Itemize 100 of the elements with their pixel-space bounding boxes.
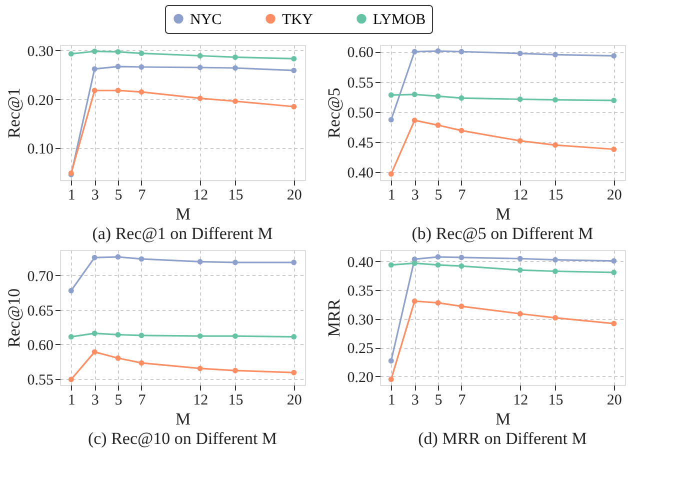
point — [611, 320, 617, 326]
point — [552, 142, 558, 148]
y-axis-title: MRR — [324, 298, 344, 337]
point — [388, 358, 394, 364]
point — [232, 260, 238, 266]
point — [92, 88, 98, 94]
point — [458, 263, 464, 269]
x-tick-label: 20 — [606, 392, 622, 408]
point — [138, 360, 144, 366]
x-tick-label: 20 — [606, 188, 622, 204]
y-tick-label: 0.65 — [27, 303, 54, 320]
point — [291, 56, 297, 62]
point — [435, 262, 441, 268]
point — [552, 52, 558, 58]
point — [138, 89, 144, 95]
y-tick-label: 0.70 — [27, 268, 54, 285]
point — [138, 256, 144, 262]
point — [138, 332, 144, 338]
x-tick-label: 3 — [411, 392, 419, 408]
point — [458, 128, 464, 134]
point — [115, 88, 121, 94]
point — [412, 92, 418, 98]
x-tick-label: 3 — [91, 188, 99, 204]
point — [611, 258, 617, 264]
point — [291, 68, 297, 74]
point — [68, 288, 74, 294]
point — [435, 122, 441, 128]
x-tick-label: 7 — [458, 188, 466, 204]
y-tick-label: 0.35 — [347, 284, 374, 300]
point — [552, 257, 558, 262]
point — [197, 96, 203, 102]
point — [291, 370, 297, 376]
y-tick-label: 0.45 — [347, 136, 374, 152]
x-tick-label: 7 — [458, 392, 466, 408]
point — [115, 49, 121, 55]
y-axis-title: Rec@1 — [4, 88, 24, 138]
y-tick-label: 0.55 — [27, 372, 54, 388]
x-axis-title: M — [495, 204, 511, 224]
point — [138, 50, 144, 56]
x-tick-label: 12 — [193, 188, 208, 204]
point — [552, 268, 558, 274]
point — [92, 48, 98, 54]
x-tick-label: 5 — [114, 392, 122, 408]
y-tick-label: 0.40 — [347, 254, 374, 271]
x-tick-label: 1 — [388, 188, 396, 204]
x-axis-title: M — [495, 410, 511, 428]
point — [517, 96, 523, 102]
x-tick-label: 5 — [114, 188, 122, 204]
point — [232, 368, 238, 374]
x-tick-label: 20 — [286, 188, 302, 204]
point — [435, 93, 441, 99]
text: (c) Rec@10 on Different M — [88, 429, 278, 448]
x-tick-label: 12 — [513, 392, 528, 408]
y-axis-title: Rec@5 — [324, 88, 344, 138]
point — [115, 254, 121, 260]
x-tick-label: 5 — [434, 392, 442, 408]
x-tick-label: 3 — [91, 392, 99, 408]
y-tick-label: 0.30 — [347, 312, 374, 328]
point — [291, 260, 297, 266]
point — [68, 376, 74, 382]
x-tick-label: 20 — [286, 392, 302, 408]
point — [611, 53, 617, 59]
point — [197, 333, 203, 339]
point — [458, 48, 464, 54]
y-tick-label: 0.50 — [347, 105, 374, 122]
point — [388, 92, 394, 98]
y-tick-label: 0.30 — [27, 44, 54, 60]
point — [412, 48, 418, 54]
point — [517, 267, 523, 273]
point — [115, 332, 121, 338]
y-tick-label: 0.40 — [347, 166, 374, 182]
legend-label: TKY — [282, 12, 313, 28]
point — [232, 54, 238, 60]
point — [412, 260, 418, 266]
point — [388, 117, 394, 122]
text: (d) MRR on Different M — [418, 429, 587, 448]
point — [458, 95, 464, 101]
point — [291, 104, 297, 110]
y-tick-label: 0.20 — [347, 370, 374, 386]
point — [197, 53, 203, 58]
point — [291, 334, 297, 340]
point — [435, 48, 441, 54]
point — [611, 98, 617, 104]
y-axis-title: Rec@10 — [4, 288, 24, 348]
x-axis-title: M — [175, 204, 191, 224]
x-tick-label: 3 — [411, 188, 419, 204]
x-tick-label: 5 — [434, 188, 442, 204]
x-tick-label: 15 — [228, 188, 244, 204]
x-tick-label: 15 — [228, 392, 244, 408]
point — [458, 254, 464, 260]
legend-label: LYMOB — [373, 12, 426, 28]
text: (a) Rec@1 on Different M — [92, 224, 273, 243]
point — [92, 66, 98, 72]
point — [232, 98, 238, 104]
point — [517, 138, 523, 144]
legend-label: NYC — [190, 12, 222, 28]
y-tick-label: 0.20 — [27, 92, 54, 109]
point — [138, 64, 144, 70]
point — [611, 270, 617, 276]
point — [611, 146, 617, 152]
